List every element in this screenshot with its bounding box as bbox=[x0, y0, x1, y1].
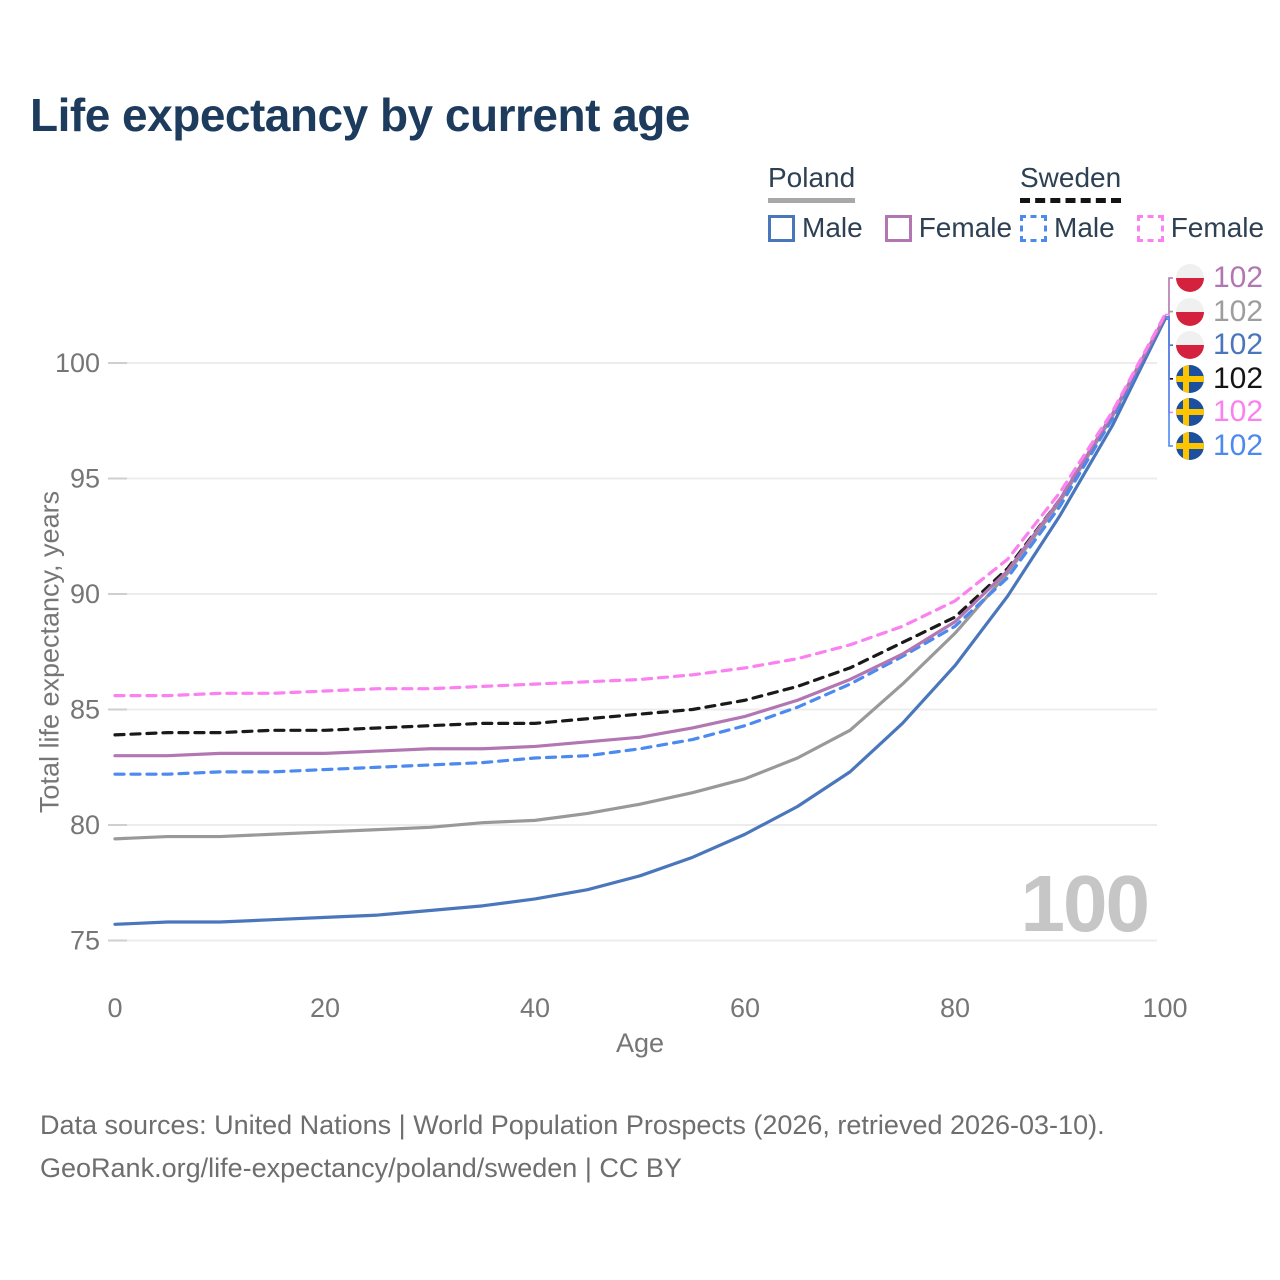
x-tick-label: 80 bbox=[940, 993, 970, 1023]
footer-source-line: Data sources: United Nations | World Pop… bbox=[40, 1110, 1105, 1140]
end-label-row-poland-female: 102 bbox=[1174, 261, 1263, 295]
page-title: Life expectancy by current age bbox=[30, 89, 690, 141]
sweden-flag-icon bbox=[1176, 398, 1204, 427]
legend-group-poland-title: Poland bbox=[768, 162, 856, 203]
series-line-sweden-male bbox=[113, 315, 1167, 776]
series-line-sweden-female bbox=[113, 312, 1167, 698]
end-label-value: 102 bbox=[1213, 361, 1264, 395]
poland-flag-icon bbox=[1176, 331, 1204, 360]
legend-label-sweden-female: Female bbox=[1170, 212, 1265, 243]
end-label-value: 102 bbox=[1213, 328, 1264, 362]
legend-swatch-poland-female-icon bbox=[884, 214, 912, 242]
x-tick-label: 40 bbox=[520, 993, 550, 1023]
end-label-row-sweden-total: 102 bbox=[1174, 362, 1263, 396]
end-label-row-poland-total: 102 bbox=[1174, 295, 1263, 329]
poland-flag-icon bbox=[1176, 297, 1204, 326]
legend-row-sweden: Male Female bbox=[1020, 212, 1264, 244]
x-tick-label: 0 bbox=[107, 993, 122, 1023]
y-tick-label: 85 bbox=[70, 695, 100, 725]
y-axis-title: Total life expectancy, years bbox=[34, 490, 65, 814]
legend-group-sweden-title: Sweden bbox=[1020, 162, 1122, 203]
sweden-flag-icon bbox=[1176, 364, 1204, 393]
series-line-poland-female bbox=[113, 315, 1167, 758]
y-tick-label: 100 bbox=[55, 348, 100, 378]
leader-line-sweden-male bbox=[1165, 316, 1173, 447]
legend-row-poland: Male Female bbox=[768, 212, 1012, 244]
x-tick-label: 100 bbox=[1142, 993, 1187, 1023]
footer-attribution-line: GeoRank.org/life-expectancy/poland/swede… bbox=[40, 1153, 682, 1183]
series-line-poland-male bbox=[113, 317, 1167, 926]
age-counter-watermark: 100 bbox=[1020, 859, 1150, 948]
end-label-row-sweden-male: 102 bbox=[1174, 429, 1263, 463]
sweden-flag-icon bbox=[1176, 432, 1204, 460]
y-tick-label: 75 bbox=[70, 926, 100, 956]
legend-swatch-sweden-female-icon bbox=[1136, 214, 1164, 242]
series-line-sweden-total bbox=[113, 315, 1167, 737]
legend-swatch-sweden-male-icon bbox=[1020, 214, 1047, 242]
x-axis-title: Age bbox=[615, 1028, 665, 1058]
x-tick-label: 20 bbox=[310, 993, 340, 1023]
legend-swatch-poland-male-icon bbox=[768, 214, 795, 242]
end-label-value: 102 bbox=[1213, 395, 1264, 429]
x-tick-label: 60 bbox=[730, 993, 760, 1023]
legend-label-sweden-male: Male bbox=[1054, 212, 1115, 243]
end-label-value: 102 bbox=[1213, 294, 1264, 328]
legend-group-poland: Poland Male Female bbox=[768, 162, 1012, 244]
footer: Data sources: United Nations | World Pop… bbox=[40, 1104, 1105, 1190]
end-label-value: 102 bbox=[1213, 429, 1264, 462]
legend-label-poland-female: Female bbox=[918, 212, 1013, 243]
y-tick-label: 95 bbox=[70, 464, 100, 494]
poland-flag-icon bbox=[1176, 264, 1204, 292]
end-label-value: 102 bbox=[1213, 261, 1264, 294]
end-label-row-poland-male: 102 bbox=[1174, 328, 1263, 362]
legend-label-poland-male: Male bbox=[802, 212, 863, 243]
end-label-row-sweden-female: 102 bbox=[1174, 395, 1263, 429]
y-tick-label: 90 bbox=[70, 579, 100, 609]
legend-group-sweden: Sweden Male Female bbox=[1020, 162, 1264, 244]
y-tick-label: 80 bbox=[70, 810, 100, 840]
